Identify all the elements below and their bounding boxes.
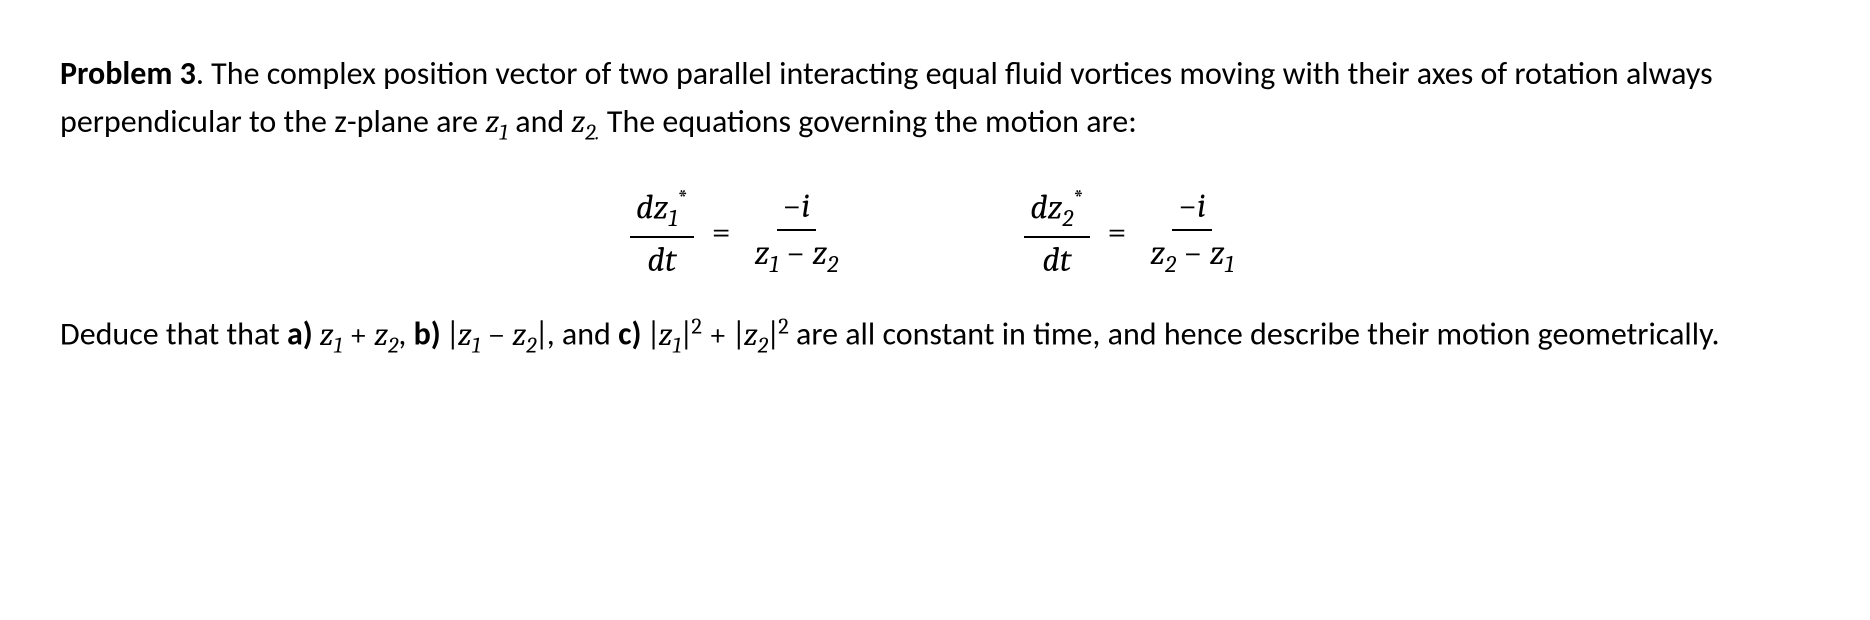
pc-bar3: | (768, 316, 778, 353)
problem-intro-paragraph: Problem 3. The complex position vector o… (60, 50, 1810, 150)
eq1-i: i (801, 186, 810, 226)
eq2-lhs: dz2* dt (1024, 185, 1089, 280)
pb-minus: − (481, 316, 513, 353)
part-b-label: b) (414, 315, 441, 354)
z2-sub: 2. (585, 119, 599, 145)
pc-plus: + | (702, 316, 744, 353)
eq2-star: * (1073, 185, 1083, 212)
eq2-den-s2: 1 (1225, 251, 1234, 278)
eq2-rhs-den: z2 − z1 (1144, 231, 1240, 279)
part-c-label: c) (618, 315, 641, 354)
problem-label: Problem 3 (60, 54, 196, 93)
eq1-lhs-num: dz1* (630, 185, 694, 238)
part-b-expr: |z1 − z2| (441, 316, 547, 353)
eq1-sub: 1 (668, 205, 677, 232)
pb-z2: z (512, 316, 526, 353)
part-a-label: a) (287, 315, 313, 354)
pb-bar2: | (537, 316, 547, 353)
eq2-z: z (1048, 187, 1063, 227)
eq2-den-z2: z (1210, 233, 1225, 273)
pb-z1: z (458, 316, 472, 353)
pc-s1: 1 (672, 333, 681, 359)
equations-row: dz1* dt = −i z1 − z2 dz2* dt = −i z2 − z… (60, 185, 1810, 280)
intro-text-2: The equations governing the motion are: (600, 102, 1137, 141)
pc-s2: 2 (758, 333, 768, 359)
pb-s1: 1 (472, 333, 481, 359)
eq1-star: * (678, 185, 688, 212)
eq1-minus: − (783, 186, 802, 226)
eq1-equals: = (708, 207, 735, 258)
eq2-equals: = (1104, 207, 1131, 258)
equation-1: dz1* dt = −i z1 − z2 (630, 185, 844, 280)
eq2-lhs-num: dz2* (1024, 185, 1089, 238)
pc-bar2: | (681, 316, 691, 353)
pc-z1: z (659, 316, 673, 353)
pc-z2: z (744, 316, 758, 353)
z1-letter: z (485, 103, 499, 140)
part-c-expr: |z1|2 + |z2|2 (641, 316, 788, 353)
eq1-z: z (653, 187, 668, 227)
equation-2: dz2* dt = −i z2 − z1 (1024, 185, 1240, 280)
conclusion-intro: Deduce that that (60, 315, 287, 354)
eq1-lhs: dz1* dt (630, 185, 694, 280)
eq1-rhs: −i z1 − z2 (749, 186, 845, 279)
intro-and: and (508, 102, 571, 141)
conclusion-end: are all constant in time, and hence desc… (789, 315, 1720, 354)
pc-bar1: | (641, 316, 658, 353)
eq2-sub: 2 (1062, 205, 1073, 232)
pc-sup1: 2 (691, 313, 702, 339)
eq2-den-s1: 2 (1165, 251, 1176, 278)
pa-plus: + (342, 316, 374, 353)
var-z1: z1 (485, 103, 508, 140)
eq2-lhs-den: dt (1036, 238, 1077, 281)
eq2-i: i (1197, 186, 1206, 226)
z2-letter: z (571, 103, 585, 140)
eq1-lhs-den: dt (641, 238, 682, 281)
comma-2: , and (547, 315, 618, 354)
pa-z1: z (320, 316, 334, 353)
z1-sub: 1 (499, 119, 508, 145)
eq2-d: d (1030, 187, 1047, 227)
eq2-den-minus: − (1176, 233, 1210, 273)
pb-s2: 2 (526, 333, 536, 359)
eq2-minus: − (1178, 186, 1197, 226)
conclusion-paragraph: Deduce that that a) z1 + z2, b) |z1 − z2… (60, 310, 1810, 363)
pa-z2: z (374, 316, 388, 353)
pc-sup2: 2 (778, 313, 789, 339)
eq1-d: d (636, 187, 653, 227)
eq1-den-z1: z (755, 233, 770, 273)
eq1-rhs-den: z1 − z2 (749, 231, 845, 279)
eq2-rhs-num: −i (1172, 186, 1212, 231)
part-a-expr: z1 + z2 (313, 316, 399, 353)
eq1-rhs-num: −i (777, 186, 817, 231)
eq2-den-z1: z (1150, 233, 1165, 273)
eq1-den-z2: z (813, 233, 828, 273)
eq1-den-minus: − (779, 233, 813, 273)
pb-bar1: | (441, 316, 458, 353)
eq1-den-s2: 2 (827, 251, 838, 278)
var-z2: z2. (571, 103, 599, 140)
problem-content: Problem 3. The complex position vector o… (60, 50, 1810, 363)
pa-s2: 2 (388, 333, 398, 359)
eq2-rhs: −i z2 − z1 (1144, 186, 1240, 279)
comma-1: , (398, 315, 413, 354)
eq1-den-s1: 1 (769, 251, 778, 278)
